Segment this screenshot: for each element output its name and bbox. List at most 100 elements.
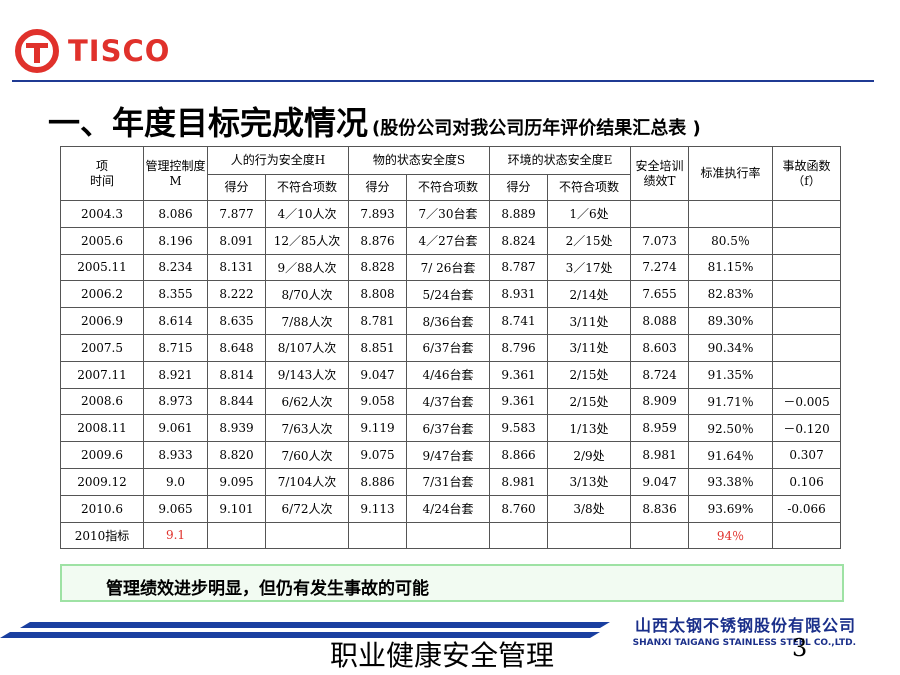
table-cell: 8.889 bbox=[489, 200, 549, 228]
table-cell: 91.35% bbox=[688, 360, 774, 389]
table-cell: 2/15处 bbox=[547, 387, 632, 416]
table-cell: 1/13处 bbox=[547, 414, 632, 443]
table-cell: 9.583 bbox=[489, 414, 549, 443]
table-cell: 8.234 bbox=[143, 253, 208, 282]
table-cell: 8.355 bbox=[143, 280, 208, 309]
page-number: 3 bbox=[792, 634, 808, 662]
table-cell: 8.614 bbox=[143, 307, 208, 335]
table-cell: 8.973 bbox=[143, 387, 208, 416]
table-cell: 8.931 bbox=[489, 280, 549, 309]
table-cell: 7.073 bbox=[630, 226, 690, 255]
table-cell bbox=[630, 521, 690, 550]
table-cell: 9.361 bbox=[489, 387, 549, 416]
table-cell: －0.120 bbox=[772, 414, 842, 443]
header-mgmt: 管理控制度M bbox=[143, 146, 208, 201]
table-cell: 2007.5 bbox=[60, 333, 144, 362]
table-cell: 8.196 bbox=[143, 226, 208, 255]
table-cell: 9.0 bbox=[143, 467, 208, 496]
table-row: 2007.5 8.715 8.648 8/107人次 8.851 6/37台套 8.796 3… bbox=[60, 333, 842, 362]
table-cell bbox=[688, 200, 774, 228]
table-row: 2007.11 8.921 8.814 9/143人次 9.047 4/46台套 9.361… bbox=[60, 360, 842, 389]
table-cell: 93.69% bbox=[688, 494, 774, 523]
table-cell: 82.83% bbox=[688, 280, 774, 309]
title-sub: (股份公司对我公司历年评价结果汇总表 ) bbox=[372, 118, 701, 139]
subheader-score: 得分 bbox=[348, 174, 407, 201]
table-row: 2010.6 9.065 9.101 6/72人次 9.113 4/24台套 8.760 3/… bbox=[60, 494, 842, 523]
table-cell: 8.939 bbox=[207, 414, 266, 443]
table-cell: 8.820 bbox=[207, 441, 266, 469]
table-cell bbox=[772, 200, 842, 228]
table-cell: 8.814 bbox=[207, 360, 266, 389]
table-cell bbox=[772, 226, 842, 255]
table-row: 2010指标 9.1 94％ bbox=[60, 521, 842, 550]
table-cell: 9.101 bbox=[207, 494, 266, 523]
table-cell: 2／15处 bbox=[547, 226, 632, 255]
table-cell: 0.307 bbox=[772, 441, 842, 469]
table-cell: 8.760 bbox=[489, 494, 549, 523]
subheader-nonconform: 不符合项数 bbox=[405, 174, 491, 201]
table-cell: 7/104人次 bbox=[265, 467, 349, 496]
header-divider bbox=[12, 80, 874, 82]
table-cell: 90.34% bbox=[688, 333, 774, 362]
table-cell bbox=[772, 360, 842, 389]
table-cell: 9.061 bbox=[143, 414, 208, 443]
table-row: 2006.2 8.355 8.222 8/70人次 8.808 5/24台套 8.931 2/… bbox=[60, 280, 842, 309]
table-cell: 9.113 bbox=[348, 494, 407, 523]
table-cell: 8.921 bbox=[143, 360, 208, 389]
table-cell: 9.119 bbox=[348, 414, 407, 443]
table-cell: 3/11处 bbox=[547, 333, 632, 362]
table-cell: 4/46台套 bbox=[405, 360, 491, 389]
company-name-cn: 山西太钢不锈钢股份有限公司 bbox=[634, 616, 856, 635]
table-row: 2006.9 8.614 8.635 7/88人次 8.781 8/36台套 8.741 3/… bbox=[60, 307, 842, 335]
table-cell: 7／30台套 bbox=[405, 200, 491, 228]
table-cell: 7/63人次 bbox=[265, 414, 349, 443]
table-cell: 9.1 bbox=[143, 521, 208, 550]
table-cell: 7.877 bbox=[207, 200, 266, 228]
table-cell: 93.38％ bbox=[688, 467, 774, 496]
table-cell: 92.50％ bbox=[688, 414, 774, 443]
table-cell: 8.787 bbox=[489, 253, 549, 282]
table-cell: 80.5％ bbox=[688, 226, 774, 255]
table-cell: 2009.6 bbox=[60, 441, 144, 469]
table-cell: 8.959 bbox=[630, 414, 690, 443]
conclusion-box: 管理绩效进步明显，但仍有发生事故的可能 bbox=[60, 564, 844, 602]
table-cell: 9/143人次 bbox=[265, 360, 349, 389]
table-cell: 8.635 bbox=[207, 307, 266, 335]
table-cell: 9/47台套 bbox=[405, 441, 491, 469]
table-cell: －0.005 bbox=[772, 387, 842, 416]
table-cell: 9.058 bbox=[348, 387, 407, 416]
table-cell: 8.741 bbox=[489, 307, 549, 335]
table-cell: 8.222 bbox=[207, 280, 266, 309]
logo-text: TISCO bbox=[68, 34, 171, 68]
table-cell: 7.893 bbox=[348, 200, 407, 228]
table-row: 2008.11 9.061 8.939 7/63人次 9.119 6/37台套 9.583 1… bbox=[60, 414, 842, 443]
table-row: 2008.6 8.973 8.844 6/62人次 9.058 4/37台套 9.361 2/… bbox=[60, 387, 842, 416]
table-cell: 2/9处 bbox=[547, 441, 632, 469]
table-cell: 8.648 bbox=[207, 333, 266, 362]
table-cell bbox=[772, 253, 842, 282]
table-cell: 5/24台套 bbox=[405, 280, 491, 309]
subheader-score: 得分 bbox=[489, 174, 549, 201]
header-standard: 标准执行率 bbox=[688, 146, 774, 201]
subheader-score: 得分 bbox=[207, 174, 266, 201]
table-cell: 94％ bbox=[688, 521, 774, 550]
table-cell: 8.715 bbox=[143, 333, 208, 362]
table-cell: 2/15处 bbox=[547, 360, 632, 389]
table-cell: 7/31台套 bbox=[405, 467, 491, 496]
table-cell: 3／17处 bbox=[547, 253, 632, 282]
table-cell: 9.095 bbox=[207, 467, 266, 496]
header-env: 环境的状态安全度E bbox=[489, 146, 632, 175]
table-cell: 6/37台套 bbox=[405, 414, 491, 443]
table-cell: 12／85人次 bbox=[265, 226, 349, 255]
table-cell: 2007.11 bbox=[60, 360, 144, 389]
table-cell: 8.933 bbox=[143, 441, 208, 469]
table-cell: 9.047 bbox=[630, 467, 690, 496]
table-cell: 3/13处 bbox=[547, 467, 632, 496]
table-cell: 2010.6 bbox=[60, 494, 144, 523]
table-cell: 9／88人次 bbox=[265, 253, 349, 282]
table-cell: 4／10人次 bbox=[265, 200, 349, 228]
table-cell: 2005.11 bbox=[60, 253, 144, 282]
table-cell: 2008.11 bbox=[60, 414, 144, 443]
table-cell: 8.088 bbox=[630, 307, 690, 335]
evaluation-table: 项 时间 管理控制度M 人的行为安全度H 物的状态安全度S 环境的状态安全度E … bbox=[60, 146, 842, 550]
